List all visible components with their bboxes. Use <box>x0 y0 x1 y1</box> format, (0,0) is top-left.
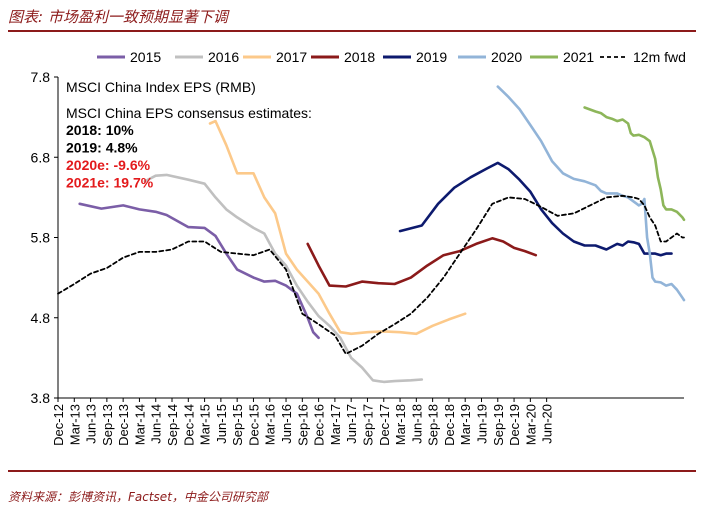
x-tick-label: Sep-16 <box>295 404 310 446</box>
annotation-heading: MSCI China EPS consensus estimates: <box>66 105 312 121</box>
x-tick-label: Sep-19 <box>491 404 506 446</box>
series-line-2018 <box>306 237 538 288</box>
x-tick-label: Dec-13 <box>116 404 131 446</box>
series-line-2015 <box>78 202 320 340</box>
figure-title: 图表: 市场盈利一致预期显著下调 <box>8 8 228 26</box>
x-tick-label: Jun-20 <box>540 404 555 444</box>
x-tick-label: Dec-16 <box>312 404 327 446</box>
legend-label: 2017 <box>276 49 307 65</box>
series-line-2021 <box>583 106 686 222</box>
x-tick-label: Mar-13 <box>67 404 82 445</box>
legend-label: 2016 <box>208 49 239 65</box>
x-tick-label: Sep-13 <box>100 404 115 446</box>
x-tick-label: Mar-14 <box>132 404 147 445</box>
annotation-line: 2018: 10% <box>66 122 134 138</box>
legend-label: 2021 <box>563 49 594 65</box>
series-line-12m-fwd <box>57 194 685 355</box>
x-tick-label: Dec-17 <box>377 404 392 446</box>
x-tick-label: Mar-20 <box>523 404 538 445</box>
y-tick-label: 3.8 <box>31 390 51 406</box>
x-tick-label: Mar-16 <box>263 404 278 445</box>
x-tick-label: Dec-19 <box>507 404 522 446</box>
series-lines <box>57 85 686 384</box>
annotation-line: 2020e: -9.6% <box>66 157 151 173</box>
legend-label: 12m fwd <box>633 49 686 65</box>
x-tick-label: Dec-18 <box>442 404 457 446</box>
x-tick-label: Mar-17 <box>328 404 343 445</box>
x-tick-label: Jun-13 <box>84 404 99 444</box>
chart-title: MSCI China Index EPS (RMB) <box>66 79 256 95</box>
legend-label: 2018 <box>344 49 375 65</box>
x-tick-label: Dec-15 <box>246 404 261 446</box>
x-tick-label: Jun-19 <box>474 404 489 444</box>
y-tick-label: 4.8 <box>31 310 51 326</box>
series-line-2019 <box>398 161 673 257</box>
x-tick-label: Jun-16 <box>279 404 294 444</box>
x-tick-label: Jun-18 <box>409 404 424 444</box>
x-tick-label: Jun-14 <box>149 404 164 444</box>
x-tick-label: Sep-18 <box>426 404 441 446</box>
annotation-line: 2019: 4.8% <box>66 140 138 156</box>
x-tick-label: Dec-12 <box>51 404 66 446</box>
y-tick-label: 5.8 <box>31 230 51 246</box>
series-line-2016 <box>143 173 424 384</box>
legend-label: 2015 <box>130 49 161 65</box>
legend: 2015 2016 2017 2018 2019 2020 2021 12m fwd <box>97 49 686 65</box>
annotation-box: MSCI China Index EPS (RMB) MSCI China EPS… <box>66 79 312 191</box>
x-tick-label: Jun-15 <box>214 404 229 444</box>
x-tick-label: Dec-14 <box>181 404 196 446</box>
source-note: 资料来源：彭博资讯，Factset，中金公司研究部 <box>8 490 268 504</box>
bottom-rule <box>8 470 696 472</box>
top-rule <box>8 30 696 32</box>
x-tick-label: Sep-17 <box>360 404 375 446</box>
series-line-2020 <box>496 85 686 302</box>
x-tick-label: Mar-19 <box>458 404 473 445</box>
x-tick-label: Mar-18 <box>393 404 408 445</box>
legend-label: 2020 <box>491 49 522 65</box>
legend-label: 2019 <box>416 49 447 65</box>
x-tick-label: Mar-15 <box>198 404 213 445</box>
y-tick-label: 7.8 <box>31 69 51 85</box>
y-tick-label: 6.8 <box>31 149 51 165</box>
x-tick-label: Sep-14 <box>165 404 180 446</box>
x-tick-label: Sep-15 <box>230 404 245 446</box>
series-line-2017 <box>208 119 467 336</box>
annotation-line: 2021e: 19.7% <box>66 175 154 191</box>
x-tick-label: Jun-17 <box>344 404 359 444</box>
